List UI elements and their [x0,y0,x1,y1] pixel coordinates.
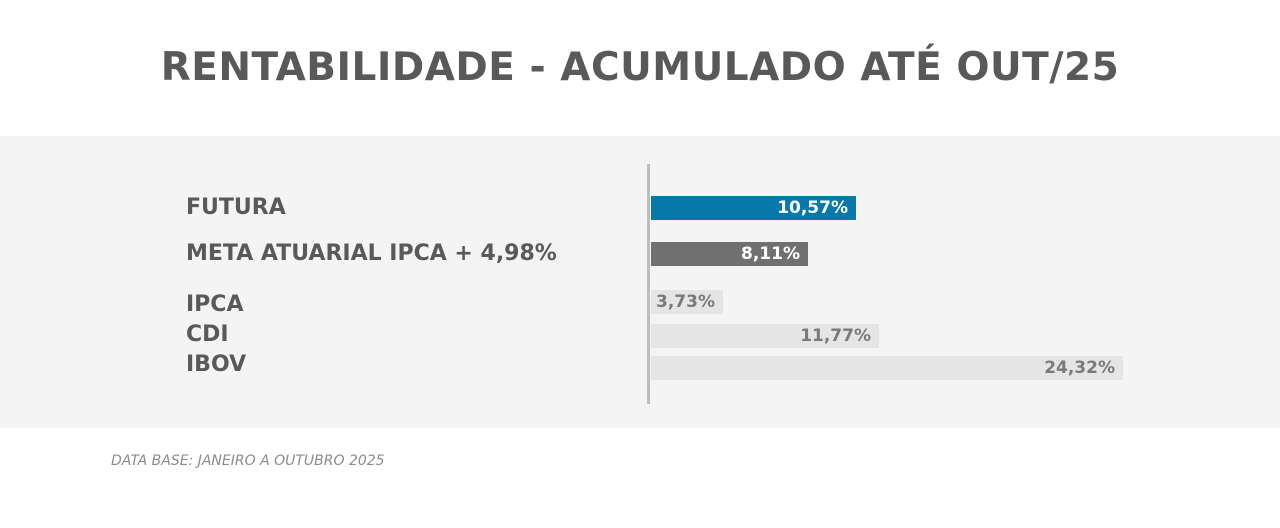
category-axis-line [647,164,650,404]
bar-ibov [651,356,1123,380]
category-label-ibov: IBOV [186,352,247,377]
bar-value-label-futura: 10,57% [777,198,848,218]
category-label-cdi: CDI [186,322,229,347]
bar-value-label-cdi: 11,77% [800,326,871,346]
footnote: DATA BASE: JANEIRO A OUTUBRO 2025 [111,453,385,469]
bar-value-label-meta-atuarial: 8,11% [741,244,800,264]
bar-ipca [651,290,723,314]
bar-futura [651,196,856,220]
category-label-meta-atuarial: META ATUARIAL IPCA + 4,98% [186,241,557,266]
chart-panel [0,136,1280,428]
bar-value-label-ibov: 24,32% [1044,358,1115,378]
bar-cdi [651,324,879,348]
chart-title: RENTABILIDADE - ACUMULADO ATÉ OUT/25 [160,45,1120,90]
bar-meta-atuarial [651,242,808,266]
category-label-ipca: IPCA [186,292,244,317]
category-label-futura: FUTURA [186,195,286,220]
bar-value-label-ipca: 3,73% [656,292,715,312]
